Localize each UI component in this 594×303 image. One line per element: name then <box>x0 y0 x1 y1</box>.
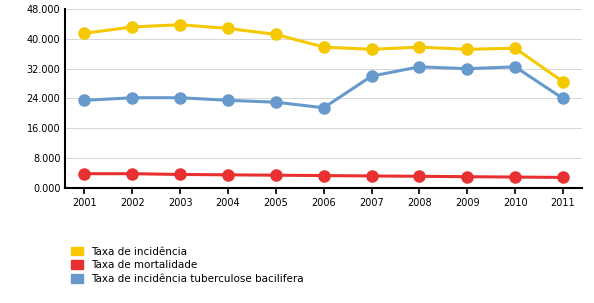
Taxa de incidência tuberculose bacilifera <box>176 96 184 100</box>
Taxa de incidência tuberculose bacilifera <box>464 67 471 71</box>
Taxa de incidência <box>81 32 88 35</box>
Taxa de incidência tuberculose bacilifera <box>129 96 136 100</box>
Taxa de incidência <box>320 45 327 49</box>
Taxa de mortalidade <box>225 173 232 177</box>
Taxa de mortalidade <box>560 176 567 179</box>
Taxa de incidência tuberculose bacilifera <box>272 100 279 104</box>
Taxa de mortalidade <box>511 175 519 179</box>
Taxa de mortalidade <box>416 175 423 178</box>
Taxa de incidência <box>511 46 519 50</box>
Taxa de incidência <box>560 80 567 84</box>
Taxa de mortalidade <box>272 173 279 177</box>
Taxa de incidência <box>464 48 471 51</box>
Taxa de incidência tuberculose bacilifera <box>320 106 327 110</box>
Taxa de mortalidade <box>464 175 471 178</box>
Taxa de incidência <box>129 25 136 29</box>
Line: Taxa de incidência: Taxa de incidência <box>79 19 568 87</box>
Taxa de incidência <box>225 27 232 30</box>
Taxa de incidência tuberculose bacilifera <box>81 98 88 102</box>
Taxa de mortalidade <box>176 173 184 176</box>
Taxa de incidência tuberculose bacilifera <box>416 65 423 69</box>
Taxa de mortalidade <box>129 172 136 175</box>
Taxa de incidência <box>176 23 184 27</box>
Line: Taxa de mortalidade: Taxa de mortalidade <box>79 168 568 183</box>
Taxa de mortalidade <box>320 174 327 177</box>
Taxa de mortalidade <box>368 174 375 178</box>
Line: Taxa de incidência tuberculose bacilifera: Taxa de incidência tuberculose bacilifer… <box>79 61 568 113</box>
Taxa de incidência <box>416 45 423 49</box>
Taxa de incidência tuberculose bacilifera <box>225 98 232 102</box>
Legend: Taxa de incidência, Taxa de mortalidade, Taxa de incidência tuberculose bacilife: Taxa de incidência, Taxa de mortalidade,… <box>71 247 304 284</box>
Taxa de incidência tuberculose bacilifera <box>368 74 375 78</box>
Taxa de mortalidade <box>81 172 88 175</box>
Taxa de incidência <box>272 33 279 36</box>
Taxa de incidência tuberculose bacilifera <box>511 65 519 69</box>
Taxa de incidência tuberculose bacilifera <box>560 97 567 100</box>
Taxa de incidência <box>368 48 375 51</box>
